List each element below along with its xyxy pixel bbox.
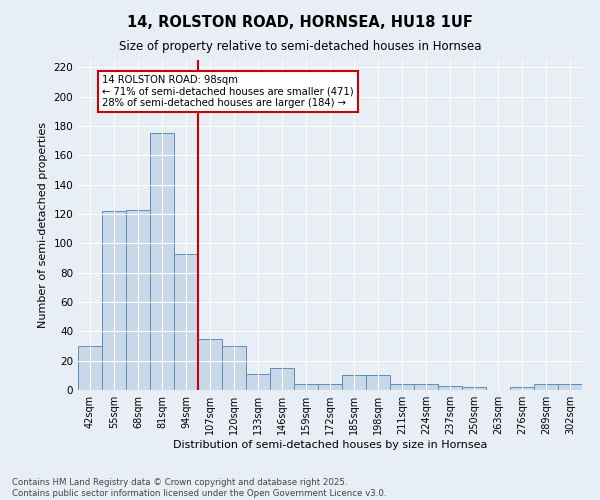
Bar <box>198 338 222 390</box>
Text: Contains HM Land Registry data © Crown copyright and database right 2025.
Contai: Contains HM Land Registry data © Crown c… <box>12 478 386 498</box>
Bar <box>510 387 534 390</box>
Bar <box>78 346 102 390</box>
Bar <box>270 368 294 390</box>
Y-axis label: Number of semi-detached properties: Number of semi-detached properties <box>38 122 48 328</box>
Bar <box>366 376 390 390</box>
Bar <box>462 387 486 390</box>
Bar <box>222 346 246 390</box>
Bar <box>294 384 318 390</box>
Bar <box>150 134 174 390</box>
Bar <box>558 384 582 390</box>
Text: 14, ROLSTON ROAD, HORNSEA, HU18 1UF: 14, ROLSTON ROAD, HORNSEA, HU18 1UF <box>127 15 473 30</box>
Bar <box>174 254 198 390</box>
Bar <box>126 210 150 390</box>
X-axis label: Distribution of semi-detached houses by size in Hornsea: Distribution of semi-detached houses by … <box>173 440 487 450</box>
Bar <box>534 384 558 390</box>
Bar <box>246 374 270 390</box>
Bar <box>318 384 342 390</box>
Text: 14 ROLSTON ROAD: 98sqm
← 71% of semi-detached houses are smaller (471)
28% of se: 14 ROLSTON ROAD: 98sqm ← 71% of semi-det… <box>102 74 353 108</box>
Bar <box>414 384 438 390</box>
Bar <box>102 211 126 390</box>
Text: Size of property relative to semi-detached houses in Hornsea: Size of property relative to semi-detach… <box>119 40 481 53</box>
Bar <box>390 384 414 390</box>
Bar <box>438 386 462 390</box>
Bar <box>342 376 366 390</box>
